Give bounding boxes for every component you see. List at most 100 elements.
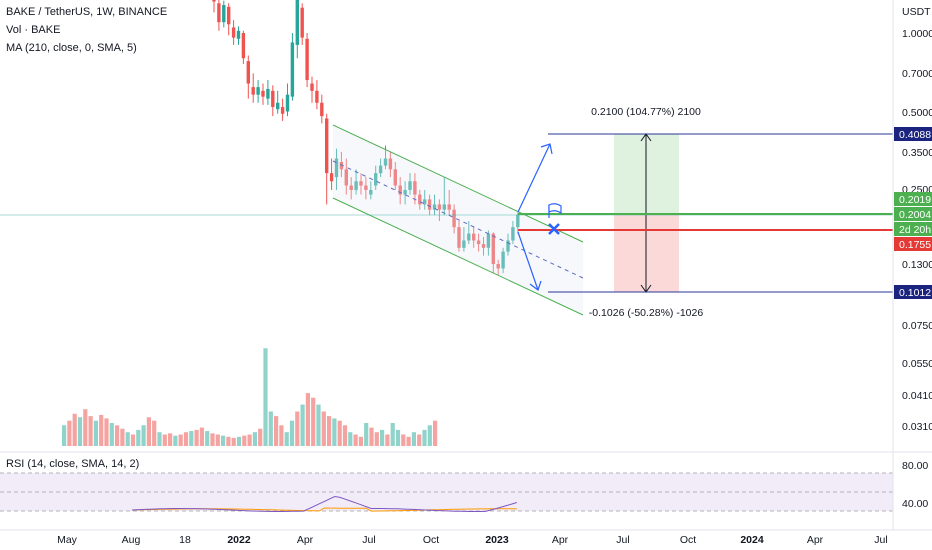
candle-body xyxy=(467,233,471,241)
volume-layer xyxy=(62,348,438,446)
volume-bar xyxy=(348,432,353,446)
price-tag-bg xyxy=(894,222,932,236)
volume-bar xyxy=(77,417,83,446)
candle-body xyxy=(251,87,255,95)
volume-bar xyxy=(279,425,284,446)
channel-upper-line[interactable] xyxy=(332,124,584,243)
channel-mid-line[interactable] xyxy=(332,160,584,279)
projection-arrows[interactable] xyxy=(517,143,553,291)
candle-body xyxy=(427,199,432,210)
candle xyxy=(467,221,471,245)
price-tag-text: 2d 20h xyxy=(899,224,931,236)
time-axis[interactable]: May Aug 18 2022 Apr Jul Oct 2023 Apr Jul Oct 2024 Ap… xyxy=(57,534,888,546)
candle-body xyxy=(432,204,437,210)
candle-body xyxy=(359,181,363,186)
candle xyxy=(236,26,241,45)
candle-layer xyxy=(212,0,520,275)
volume-bar xyxy=(173,435,178,446)
candle-body xyxy=(222,5,226,23)
candle xyxy=(315,80,319,110)
volume-bar xyxy=(401,434,406,446)
volume-bar xyxy=(226,436,231,446)
volume-bar xyxy=(141,425,146,446)
volume-bar xyxy=(168,433,173,446)
time-tick-label: Jul xyxy=(616,534,629,546)
price-tag-text: 0.1755 xyxy=(899,239,931,251)
candle xyxy=(432,194,437,216)
volume-bar xyxy=(353,434,358,446)
volume-bar xyxy=(67,420,72,446)
volume-bar xyxy=(231,437,236,446)
x-marker-icon[interactable] xyxy=(548,223,560,235)
volume-bar xyxy=(210,433,215,446)
candle-body xyxy=(418,194,422,205)
volume-bar xyxy=(194,429,199,446)
channel-lower-line[interactable] xyxy=(332,197,584,316)
candle-body xyxy=(457,227,461,248)
rsi-pane[interactable] xyxy=(0,451,932,512)
price-tag-bg xyxy=(894,237,932,251)
candle-body xyxy=(364,185,368,190)
candle-body xyxy=(339,162,344,170)
candle-body xyxy=(295,0,299,45)
volume-bar xyxy=(374,432,379,446)
volume-bar xyxy=(183,432,189,446)
candle-body xyxy=(383,158,388,166)
candle xyxy=(476,233,481,252)
candle-body xyxy=(320,102,324,117)
candle xyxy=(227,3,231,36)
volume-bar xyxy=(364,423,369,446)
candle xyxy=(280,98,285,121)
volume-bar xyxy=(199,427,204,446)
candle-body xyxy=(246,61,250,84)
candle xyxy=(231,20,236,45)
candle xyxy=(300,3,304,45)
volume-bar xyxy=(130,434,136,446)
volume-bar xyxy=(395,429,401,446)
candle-body xyxy=(423,199,427,205)
volume-bar xyxy=(295,411,300,446)
flag-icon[interactable] xyxy=(548,203,562,218)
price-tick-label: 0.0550 xyxy=(902,358,932,370)
volume-bar xyxy=(332,418,337,446)
volume-bar xyxy=(411,432,416,446)
candle-body xyxy=(388,158,393,170)
volume-bar xyxy=(316,404,321,446)
volume-bar xyxy=(125,432,130,446)
time-tick-label: Apr xyxy=(807,534,824,546)
candle xyxy=(325,113,329,205)
ma-legend[interactable]: MA (210, close, 0, SMA, 5) xyxy=(6,42,137,54)
candle-body xyxy=(285,94,290,112)
parallel-channel[interactable] xyxy=(332,124,584,316)
rsi-legend[interactable]: RSI (14, close, SMA, 14, 2) xyxy=(6,458,140,470)
candle xyxy=(290,33,295,101)
candle xyxy=(403,181,407,205)
candle xyxy=(418,189,422,210)
volume-bar xyxy=(93,420,98,446)
candle xyxy=(496,259,500,275)
candle xyxy=(364,177,368,200)
time-tick-label: Apr xyxy=(552,534,569,546)
candle xyxy=(408,173,412,195)
candle xyxy=(256,80,260,103)
candle xyxy=(310,76,314,103)
candle xyxy=(320,94,324,124)
candle-body xyxy=(413,181,417,195)
volume-bar xyxy=(380,429,385,446)
candle xyxy=(506,233,510,256)
symbol-title[interactable]: BAKE / TetherUS, 1W, BINANCE xyxy=(6,6,168,18)
time-tick-label: Aug xyxy=(122,534,141,546)
candle xyxy=(423,189,427,210)
volume-bar xyxy=(236,436,242,446)
candle xyxy=(374,165,378,190)
price-axis[interactable]: 1.00000.70000.50000.35000.25000.13000.07… xyxy=(902,28,932,510)
candle-body xyxy=(266,88,270,99)
candle xyxy=(511,221,515,245)
volume-legend[interactable]: Vol · BAKE xyxy=(6,24,61,36)
candle-body xyxy=(378,165,383,174)
volume-bar xyxy=(189,431,194,446)
candle-body xyxy=(369,189,373,195)
time-tick-label: Jul xyxy=(362,534,375,546)
candle-body xyxy=(231,27,236,38)
